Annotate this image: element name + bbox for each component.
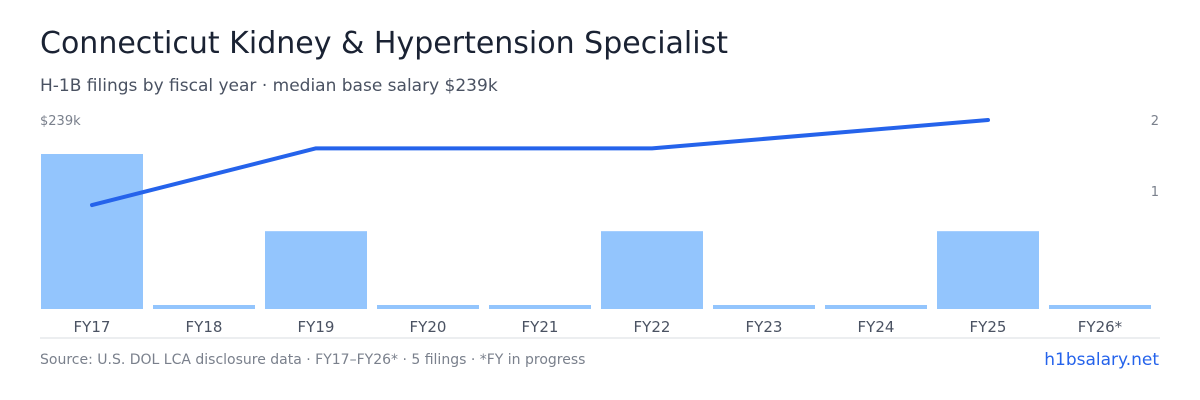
bar [265,231,367,309]
x-axis-tick: FY22 [634,318,671,336]
bar [937,231,1039,309]
x-axis-tick: FY17 [74,318,111,336]
bar [489,305,591,309]
chart-title: Connecticut Kidney & Hypertension Specia… [40,26,728,61]
bar [377,305,479,309]
left-axis-tick: $239k [40,114,81,129]
chart-subtitle: H-1B filings by fiscal year · median bas… [40,76,498,96]
bar [1049,305,1151,309]
brand-link[interactable]: h1bsalary.net [1044,350,1159,370]
right-axis-tick: 2 [1151,114,1159,129]
x-axis-tick: FY25 [970,318,1007,336]
x-axis-tick: FY21 [522,318,559,336]
bar [41,154,143,309]
x-axis-tick: FY24 [858,318,895,336]
bar [153,305,255,309]
salary-line [90,118,990,208]
source-note: Source: U.S. DOL LCA disclosure data · F… [40,352,586,368]
x-axis-tick: FY23 [746,318,783,336]
bar [601,231,703,309]
right-axis-tick: 1 [1151,185,1159,200]
x-axis-tick: FY26* [1078,318,1123,336]
bar [825,305,927,309]
x-axis-tick: FY20 [410,318,447,336]
bar [713,305,815,309]
x-axis-tick: FY18 [186,318,223,336]
x-axis-tick: FY19 [298,318,335,336]
